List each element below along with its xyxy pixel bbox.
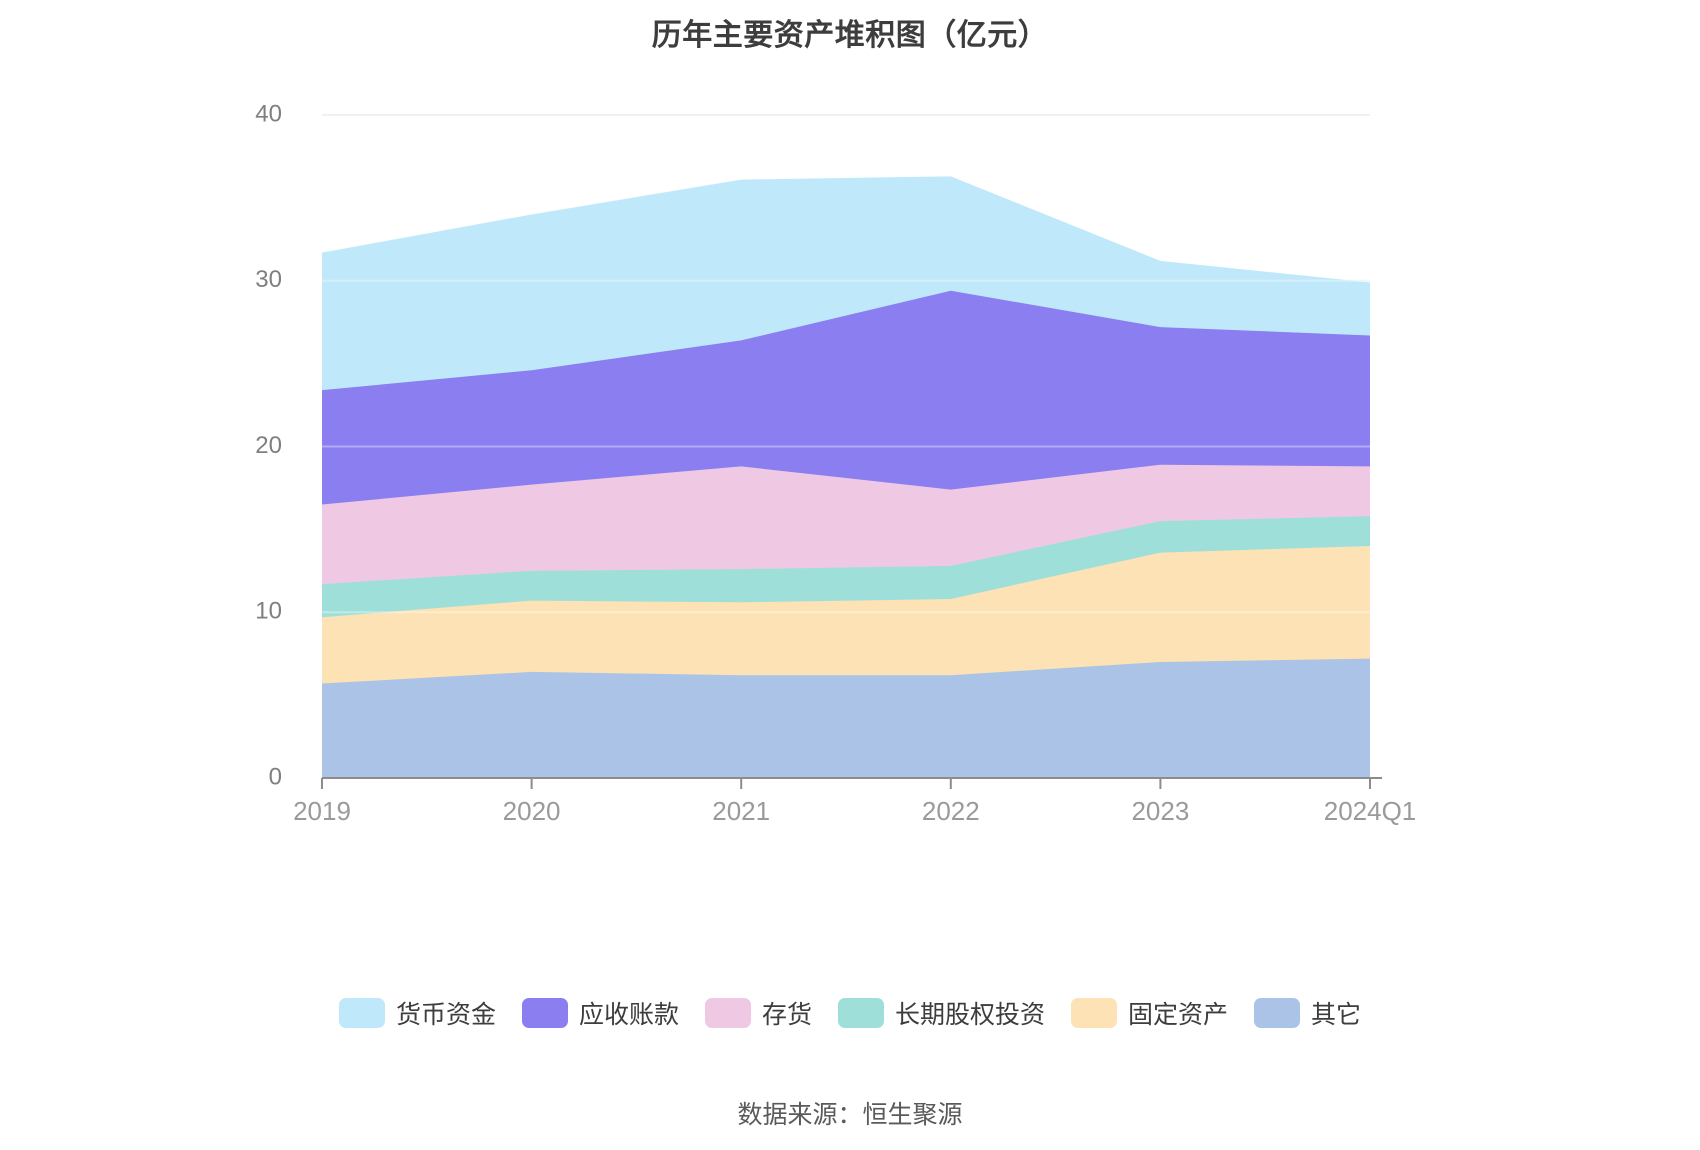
x-tick-label: 2021	[712, 796, 770, 826]
legend-swatch-icon	[1254, 998, 1301, 1028]
y-tick-label: 10	[255, 598, 282, 625]
legend-swatch-icon	[704, 998, 751, 1028]
source-note: 数据来源：恒生聚源	[737, 1101, 963, 1129]
y-tick-label: 20	[255, 432, 282, 459]
x-tick-label: 2020	[503, 796, 561, 826]
y-tick-label: 30	[255, 266, 282, 293]
x-tick-label: 2019	[293, 796, 351, 826]
chart-legend: 货币资金 应收账款 存货 长期股权投资 固定资产 其它	[0, 995, 1700, 1031]
area-series-5	[322, 658, 1370, 778]
legend-item-3[interactable]: 长期股权投资	[838, 995, 1045, 1031]
legend-item-0[interactable]: 货币资金	[338, 995, 496, 1031]
x-axis-ticks: 2019 2020 2021 2022 2023 2024Q1	[293, 796, 1416, 826]
y-tick-label: 40	[255, 100, 282, 127]
x-tick-label: 2024Q1	[1324, 796, 1417, 826]
legend-item-1[interactable]: 应收账款	[521, 995, 679, 1031]
y-tick-label: 0	[269, 763, 282, 790]
x-tick-label: 2022	[922, 796, 980, 826]
legend-item-label: 货币资金	[395, 1001, 496, 1029]
page-title: 历年主要资产堆积图（亿元）	[651, 19, 1049, 52]
legend-item-4[interactable]: 固定资产	[1071, 995, 1228, 1031]
legend-item-label: 固定资产	[1128, 1001, 1229, 1029]
area-series-group	[322, 176, 1370, 778]
legend-swatch-icon	[1071, 998, 1118, 1028]
y-axis-ticks: 40 30 20 10 0	[255, 100, 282, 790]
legend-swatch-icon	[521, 998, 568, 1028]
legend-item-5[interactable]: 其它	[1254, 995, 1361, 1031]
stacked-area-plot: 40 30 20 10 0 2019 2020 2021 2022 2023 2024Q1	[255, 100, 1416, 826]
legend-item-2[interactable]: 存货	[704, 995, 812, 1031]
legend-swatch-icon	[338, 998, 385, 1028]
x-tick-label: 2023	[1131, 796, 1189, 826]
legend-item-label: 存货	[761, 1001, 812, 1029]
legend-swatch-icon	[838, 998, 884, 1028]
legend-item-label: 长期股权投资	[895, 1001, 1046, 1029]
legend-item-label: 应收账款	[578, 1001, 679, 1029]
legend-item-label: 其它	[1311, 1001, 1362, 1029]
axis-group	[321, 777, 1382, 789]
